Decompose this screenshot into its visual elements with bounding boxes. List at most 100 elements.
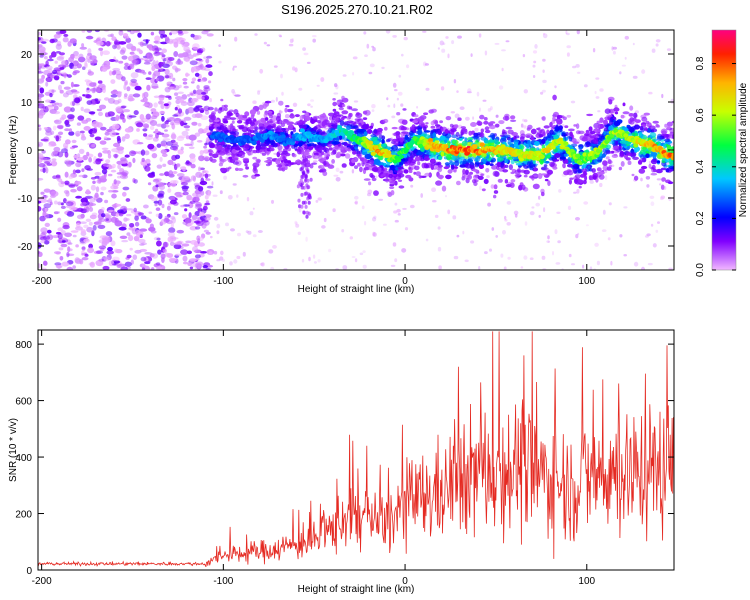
spectrogram-haze-cell bbox=[621, 64, 627, 67]
spectrogram-band-cell bbox=[388, 173, 393, 179]
spectrogram-haze-cell bbox=[270, 266, 275, 270]
spectrogram-noise-cell bbox=[57, 125, 64, 130]
spectrogram-noise-cell bbox=[60, 71, 67, 75]
spectrogram-noise-cell bbox=[144, 165, 151, 172]
spectrogram-band-cell bbox=[261, 152, 266, 156]
spectrogram-haze-cell bbox=[529, 211, 535, 216]
spectrogram-band-cell bbox=[304, 115, 311, 121]
spectrogram-band-cell bbox=[643, 126, 648, 131]
spectrogram-noise-cell bbox=[137, 32, 142, 38]
spectrogram-haze-cell bbox=[470, 53, 473, 57]
spectrogram-haze-cell bbox=[632, 42, 635, 46]
spectrogram-noise-cell bbox=[83, 224, 89, 229]
spectrogram-haze-cell bbox=[252, 207, 255, 210]
spectrogram-noise-cell bbox=[180, 146, 184, 151]
spectrogram-noise-cell bbox=[114, 42, 123, 45]
spectrogram-band-cell bbox=[332, 98, 336, 101]
spectrogram-noise-cell bbox=[205, 231, 211, 235]
spectrogram-band-cell bbox=[602, 160, 608, 167]
spectrogram-noise-cell bbox=[84, 93, 91, 99]
spectrogram-noise-cell bbox=[157, 249, 162, 255]
spectrogram-noise-cell bbox=[47, 58, 54, 62]
spectrogram-noise-cell bbox=[173, 243, 182, 250]
spectrogram-band-cell bbox=[285, 105, 290, 108]
spectrogram-haze-cell bbox=[447, 53, 450, 59]
spectrogram-band-cell bbox=[490, 132, 495, 138]
spectrogram-noise-cell bbox=[63, 106, 72, 113]
spectrogram-band-cell bbox=[351, 108, 358, 112]
spectrogram-noise-cell bbox=[101, 207, 105, 211]
spectrogram-noise-cell bbox=[68, 175, 74, 180]
spectrogram-noise-cell bbox=[64, 119, 70, 126]
spectrogram-band-cell bbox=[574, 174, 582, 179]
spectrogram-band-cell bbox=[397, 173, 405, 178]
spectrogram-band-cell bbox=[665, 168, 670, 173]
spectrogram-noise-cell bbox=[128, 227, 134, 230]
spectrogram-noise-cell bbox=[38, 206, 42, 212]
spectrogram-noise-cell bbox=[161, 257, 165, 263]
chart-title: S196.2025.270.10.21.R02 bbox=[281, 2, 433, 17]
spectrogram-band-cell bbox=[596, 167, 602, 172]
spectrogram-band-cell bbox=[480, 128, 484, 133]
spectrogram-noise-cell bbox=[125, 218, 130, 221]
spectrogram-haze-cell bbox=[505, 40, 510, 43]
spectrogram-band-cell bbox=[343, 122, 349, 126]
spectrogram-band-cell bbox=[449, 123, 454, 128]
spectrogram-noise-cell bbox=[61, 148, 68, 154]
spectrogram-band-cell bbox=[430, 120, 435, 126]
spectrogram-noise-cell bbox=[39, 236, 48, 241]
spectrogram-haze-cell bbox=[401, 248, 407, 253]
spectrogram-haze-cell bbox=[392, 82, 397, 88]
spectrogram-noise-cell bbox=[182, 255, 188, 262]
spectrogram-band-cell bbox=[454, 160, 460, 167]
spectrogram-haze-cell bbox=[472, 116, 475, 120]
spectrogram-band-cell bbox=[455, 131, 460, 137]
spectrogram-noise-cell bbox=[172, 77, 176, 82]
spectrogram-noise-cell bbox=[44, 56, 48, 60]
spectrogram-noise-cell bbox=[113, 248, 119, 253]
spectrogram-band-cell bbox=[663, 143, 667, 149]
spectrogram-band-cell bbox=[277, 145, 283, 151]
spectrogram-noise-cell bbox=[70, 200, 77, 208]
spectrogram-band-cell bbox=[627, 160, 632, 165]
spectrogram-noise-cell bbox=[120, 266, 128, 270]
spectrogram-band-cell bbox=[380, 174, 384, 178]
spectrogram-band-cell bbox=[467, 158, 472, 163]
spectrogram-band-cell bbox=[409, 126, 415, 130]
spectrogram-noise-cell bbox=[144, 150, 150, 156]
spectrogram-noise-cell bbox=[75, 169, 81, 174]
spectrogram-haze-cell bbox=[225, 222, 229, 227]
spectrogram-haze-cell bbox=[271, 199, 274, 204]
spectrogram-noise-cell bbox=[100, 213, 106, 218]
spectrogram-noise-cell bbox=[121, 76, 126, 82]
spectrogram-noise-cell bbox=[164, 218, 170, 222]
spectrogram-haze-cell bbox=[542, 58, 546, 62]
spectrogram-noise-cell bbox=[161, 133, 170, 138]
spectrogram-haze-cell bbox=[335, 177, 341, 182]
spectrogram-noise-cell bbox=[174, 106, 178, 111]
spectrogram-band-cell bbox=[641, 116, 648, 122]
spectrogram-band-cell bbox=[244, 163, 248, 167]
spectrogram-band-cell bbox=[493, 184, 498, 190]
spectrogram-noise-cell bbox=[168, 170, 174, 177]
spectrogram-noise-cell bbox=[38, 93, 43, 99]
spectrogram-band-cell bbox=[440, 135, 446, 141]
spectrogram-band-cell bbox=[341, 163, 347, 168]
spectrogram-haze-cell bbox=[583, 201, 589, 205]
spectrogram-haze-cell bbox=[332, 208, 336, 213]
spectrogram-noise-cell bbox=[190, 98, 199, 103]
spectrogram-ridge-point bbox=[472, 144, 478, 149]
spectrogram-haze-cell bbox=[393, 103, 396, 109]
spectrogram-noise-cell bbox=[170, 30, 179, 35]
spectrogram-haze-cell bbox=[440, 86, 445, 91]
spectrogram-noise-cell bbox=[41, 38, 49, 42]
spectrogram-noise-cell bbox=[88, 206, 94, 212]
spectrogram-band-cell bbox=[391, 138, 399, 142]
spectrogram-noise-cell bbox=[167, 231, 176, 238]
spectrogram-noise-cell bbox=[168, 227, 176, 234]
spectrogram-noise-cell bbox=[59, 255, 64, 261]
spectrogram-noise-cell bbox=[47, 104, 54, 111]
spectrogram-haze-cell bbox=[624, 35, 629, 40]
spectrogram-band-cell bbox=[573, 141, 579, 145]
spectrogram-ridge-point bbox=[443, 144, 449, 149]
